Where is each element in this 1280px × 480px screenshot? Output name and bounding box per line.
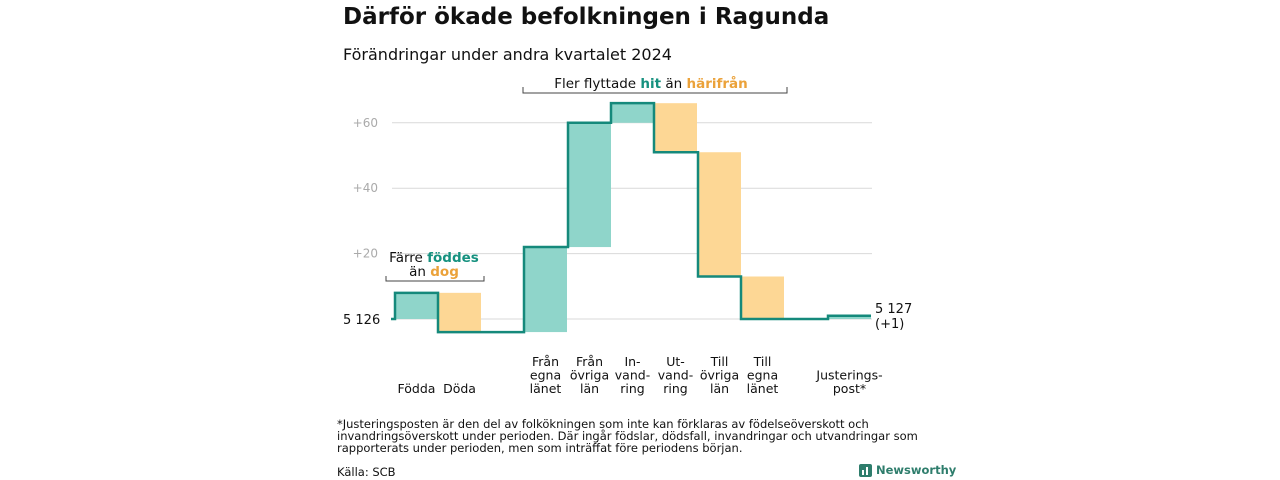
bar-8 [741,276,784,319]
bar-6 [654,103,697,153]
category-label: vand- [615,368,650,383]
category-label: länet [747,381,779,396]
migration-annotation: Fler flyttade hit än härifrån [554,75,748,92]
chart-subtitle: Förändringar under andra kvartalet 2024 [343,45,672,64]
category-label: post* [833,381,866,396]
category-label: egna [530,368,561,383]
y-tick-label: +20 [353,247,378,261]
category-label: övriga [570,368,609,383]
bar-chart-icon [859,463,872,477]
category-label: Till [710,354,729,369]
category-label: länet [530,381,562,396]
brand-name: Newsworthy [876,463,957,477]
bar-3 [524,247,567,333]
births-annotation-line2: än dog [409,264,459,280]
bar-4 [568,122,611,248]
category-label: Ut- [666,354,685,369]
births-annotation-line1: Färre föddes [389,250,479,266]
category-label: län [580,381,599,396]
end-value-label: 5 127 [875,302,912,317]
y-tick-label: +60 [353,116,378,130]
step-line-group [391,101,871,334]
bar-2 [438,292,481,333]
category-label: Från [532,354,559,369]
category-label: Till [753,354,772,369]
start-value-label: 5 126 [343,313,380,328]
bar-7 [698,152,741,277]
chart-title: Därför ökade befolkningen i Ragunda [343,4,830,30]
bar-5 [611,103,654,123]
category-label: övriga [700,368,739,383]
category-label: ring [663,381,687,396]
category-label: In- [624,354,640,369]
gridlines [392,122,872,320]
bar-9 [828,315,871,319]
category-label: Födda [398,381,436,396]
category-label: Döda [443,381,476,396]
y-tick-label: +40 [353,181,378,195]
bars [395,103,871,333]
category-label: län [710,381,729,396]
category-label: vand- [658,368,693,383]
category-label: Från [576,354,603,369]
category-label: egna [747,368,778,383]
footnote: *Justeringsposten är den del av folkökni… [337,417,918,455]
births-bracket [385,276,485,282]
source-label: Källa: SCB [337,465,396,479]
brand-logo: Newsworthy [859,463,956,477]
end-change-label: (+1) [875,317,904,332]
migration-bracket [522,87,788,94]
category-label: ring [620,381,644,396]
bar-1 [395,292,438,319]
step-line [391,101,871,334]
category-label: Justerings- [815,368,882,383]
